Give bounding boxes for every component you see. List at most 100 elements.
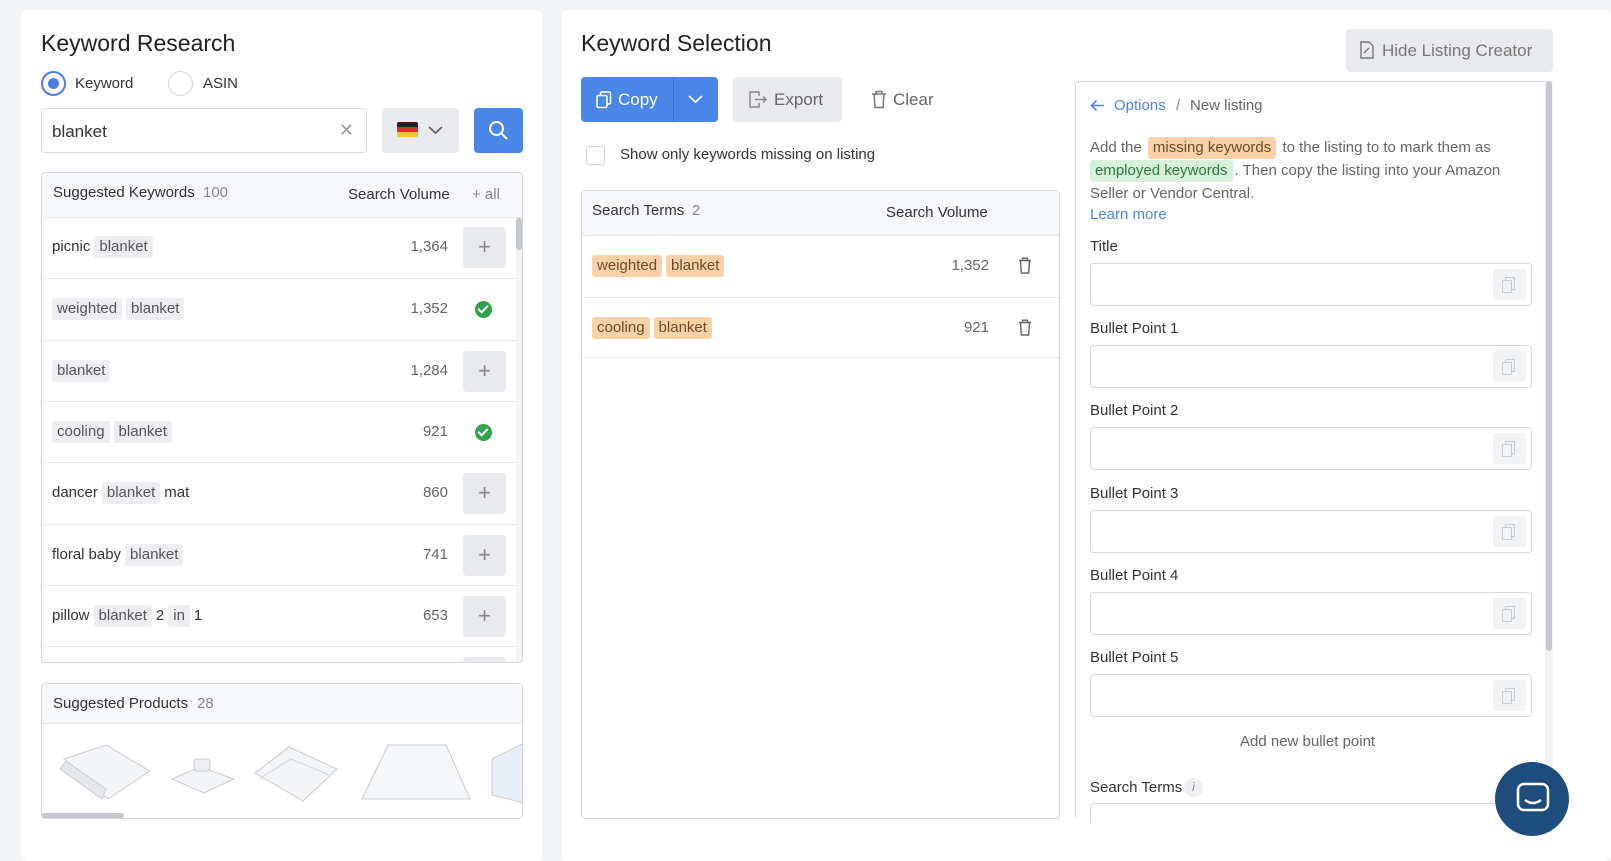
search-terms-count: 2	[692, 202, 701, 219]
chat-icon	[1516, 782, 1550, 812]
radio-keyword-label[interactable]: Keyword	[75, 75, 134, 92]
search-volume-column-header[interactable]: Search Volume	[348, 186, 450, 203]
keyword-text: floral baby blanket	[50, 543, 185, 566]
keyword-volume: 860	[422, 484, 448, 502]
listing-field-input[interactable]	[1090, 263, 1532, 306]
product-thumbnail[interactable]	[360, 739, 472, 807]
chat-launcher-button[interactable]	[1495, 762, 1569, 836]
listing-field-input[interactable]	[1090, 591, 1532, 635]
products-scrollbar[interactable]	[42, 813, 124, 818]
intro-text-3: . Then copy the listing into your Amazon…	[1090, 162, 1501, 202]
copy-field-icon[interactable]	[1493, 433, 1526, 465]
chevron-down-icon[interactable]	[688, 94, 703, 105]
keyword-word: mat	[164, 484, 190, 502]
search-term-volume: 1,352	[951, 257, 989, 274]
copy-field-icon[interactable]	[1493, 269, 1526, 300]
suggested-products-header: Suggested Products 28	[42, 684, 522, 724]
search-term-row: cooling blanket 921	[582, 296, 1059, 359]
keyword-text: pillow blanket 2 in 1	[50, 604, 204, 627]
marketplace-select[interactable]	[382, 108, 459, 153]
keyword-text: picnic blanket	[50, 236, 155, 258]
product-thumbnail[interactable]	[488, 739, 523, 807]
delete-trash-icon[interactable]	[1018, 257, 1032, 274]
learn-more-link[interactable]: Learn more	[1090, 206, 1167, 223]
germany-flag-icon	[397, 122, 418, 137]
search-button[interactable]	[474, 108, 523, 153]
suggested-keywords-label: Suggested Keywords	[53, 184, 195, 201]
keyword-search-value: blanket	[52, 122, 107, 141]
add-keyword-button[interactable]: +	[463, 227, 506, 268]
listing-creator-scrollbar[interactable]	[1545, 81, 1553, 821]
missing-only-label[interactable]: Show only keywords missing on listing	[620, 146, 876, 163]
delete-trash-icon[interactable]	[1018, 319, 1032, 336]
breadcrumb-separator: /	[1176, 97, 1181, 114]
product-thumbnail[interactable]	[168, 749, 238, 799]
intro-text-1: Add the	[1090, 139, 1142, 156]
search-term-text: cooling blanket	[590, 316, 714, 339]
keyword-tag: blanket	[126, 298, 185, 321]
add-all-button[interactable]: + all	[472, 186, 500, 203]
keyword-word: baby	[88, 545, 122, 563]
copy-field-icon[interactable]	[1493, 597, 1526, 629]
search-terms-label: Search Terms	[592, 202, 685, 219]
export-button[interactable]: Export	[733, 77, 842, 122]
copy-label: Copy	[618, 90, 658, 109]
add-keyword-button[interactable]: +	[463, 534, 506, 576]
keyword-text: dancer blanket mat	[50, 482, 191, 505]
search-terms-card: Search Terms 2 Search Volume	[581, 190, 1060, 819]
keyword-search-input[interactable]: blanket ✕	[41, 108, 367, 153]
keyword-research-title: Keyword Research	[41, 30, 236, 56]
copy-field-icon[interactable]	[1493, 515, 1526, 547]
keyword-row: dancer blanket mat 860 +	[42, 462, 516, 524]
add-bullet-point-button[interactable]: Add new bullet point	[1240, 733, 1376, 750]
keyword-tag: blanket	[52, 359, 111, 382]
copy-icon	[596, 91, 612, 109]
suggested-keywords-scrollbar[interactable]	[516, 218, 522, 662]
breadcrumb-options-link[interactable]: Options	[1114, 97, 1166, 114]
suggested-products-count: 28	[197, 695, 214, 712]
add-keyword-button[interactable]: +	[463, 473, 506, 515]
search-terms-volume-header[interactable]: Search Volume	[886, 204, 988, 221]
listing-field-input[interactable]	[1090, 345, 1532, 389]
copy-field-icon[interactable]	[1493, 351, 1526, 383]
search-terms-field[interactable]	[1090, 803, 1532, 823]
suggested-products-label: Suggested Products	[53, 695, 189, 712]
add-keyword-button[interactable]: +	[463, 595, 506, 637]
keyword-row: blanket 1,284 +	[42, 339, 516, 402]
document-icon	[1360, 41, 1374, 59]
hide-listing-creator-button[interactable]: Hide Listing Creator	[1346, 29, 1553, 72]
missing-keywords-tag: missing keywords	[1147, 137, 1277, 159]
listing-field-input[interactable]	[1090, 674, 1532, 717]
keyword-text: weighted blanket	[50, 298, 186, 321]
listing-field-input[interactable]	[1090, 427, 1532, 471]
clear-search-icon[interactable]: ✕	[338, 120, 354, 140]
radio-keyword[interactable]	[41, 71, 66, 96]
keyword-tag: blanket	[125, 543, 184, 566]
intro-text-2: to the listing to to mark them as	[1282, 139, 1491, 156]
keyword-row: pillow blanket 2 in 1 653 +	[42, 584, 516, 647]
product-thumbnail[interactable]	[249, 739, 341, 807]
keyword-word: floral	[52, 545, 85, 563]
suggested-keywords-header: Suggested Keywords 100 Search Volume + a…	[42, 173, 522, 218]
breadcrumb-current: New listing	[1190, 97, 1263, 114]
listing-field-input[interactable]	[1090, 509, 1532, 553]
keyword-volume: 921	[422, 422, 448, 440]
clear-button[interactable]: Clear	[856, 77, 946, 122]
back-arrow-icon[interactable]	[1090, 99, 1105, 112]
listing-field-label: Bullet Point 5	[1090, 649, 1179, 666]
radio-asin[interactable]	[168, 71, 193, 96]
product-thumbnail[interactable]	[56, 739, 154, 805]
keyword-word: dancer	[52, 484, 98, 502]
keyword-word: pillow	[52, 606, 90, 624]
missing-keyword-tag: cooling	[592, 316, 650, 339]
add-keyword-button[interactable]	[463, 657, 506, 662]
keyword-row: cooling blanket 921	[42, 400, 516, 463]
copy-field-icon[interactable]	[1493, 680, 1526, 711]
copy-button[interactable]: Copy	[581, 77, 718, 122]
info-icon[interactable]: i	[1184, 778, 1203, 797]
radio-asin-label[interactable]: ASIN	[203, 75, 239, 92]
add-keyword-button[interactable]: +	[463, 350, 506, 392]
added-check-icon	[475, 423, 492, 441]
missing-only-checkbox[interactable]	[586, 146, 605, 165]
search-terms-divider	[582, 357, 1059, 358]
